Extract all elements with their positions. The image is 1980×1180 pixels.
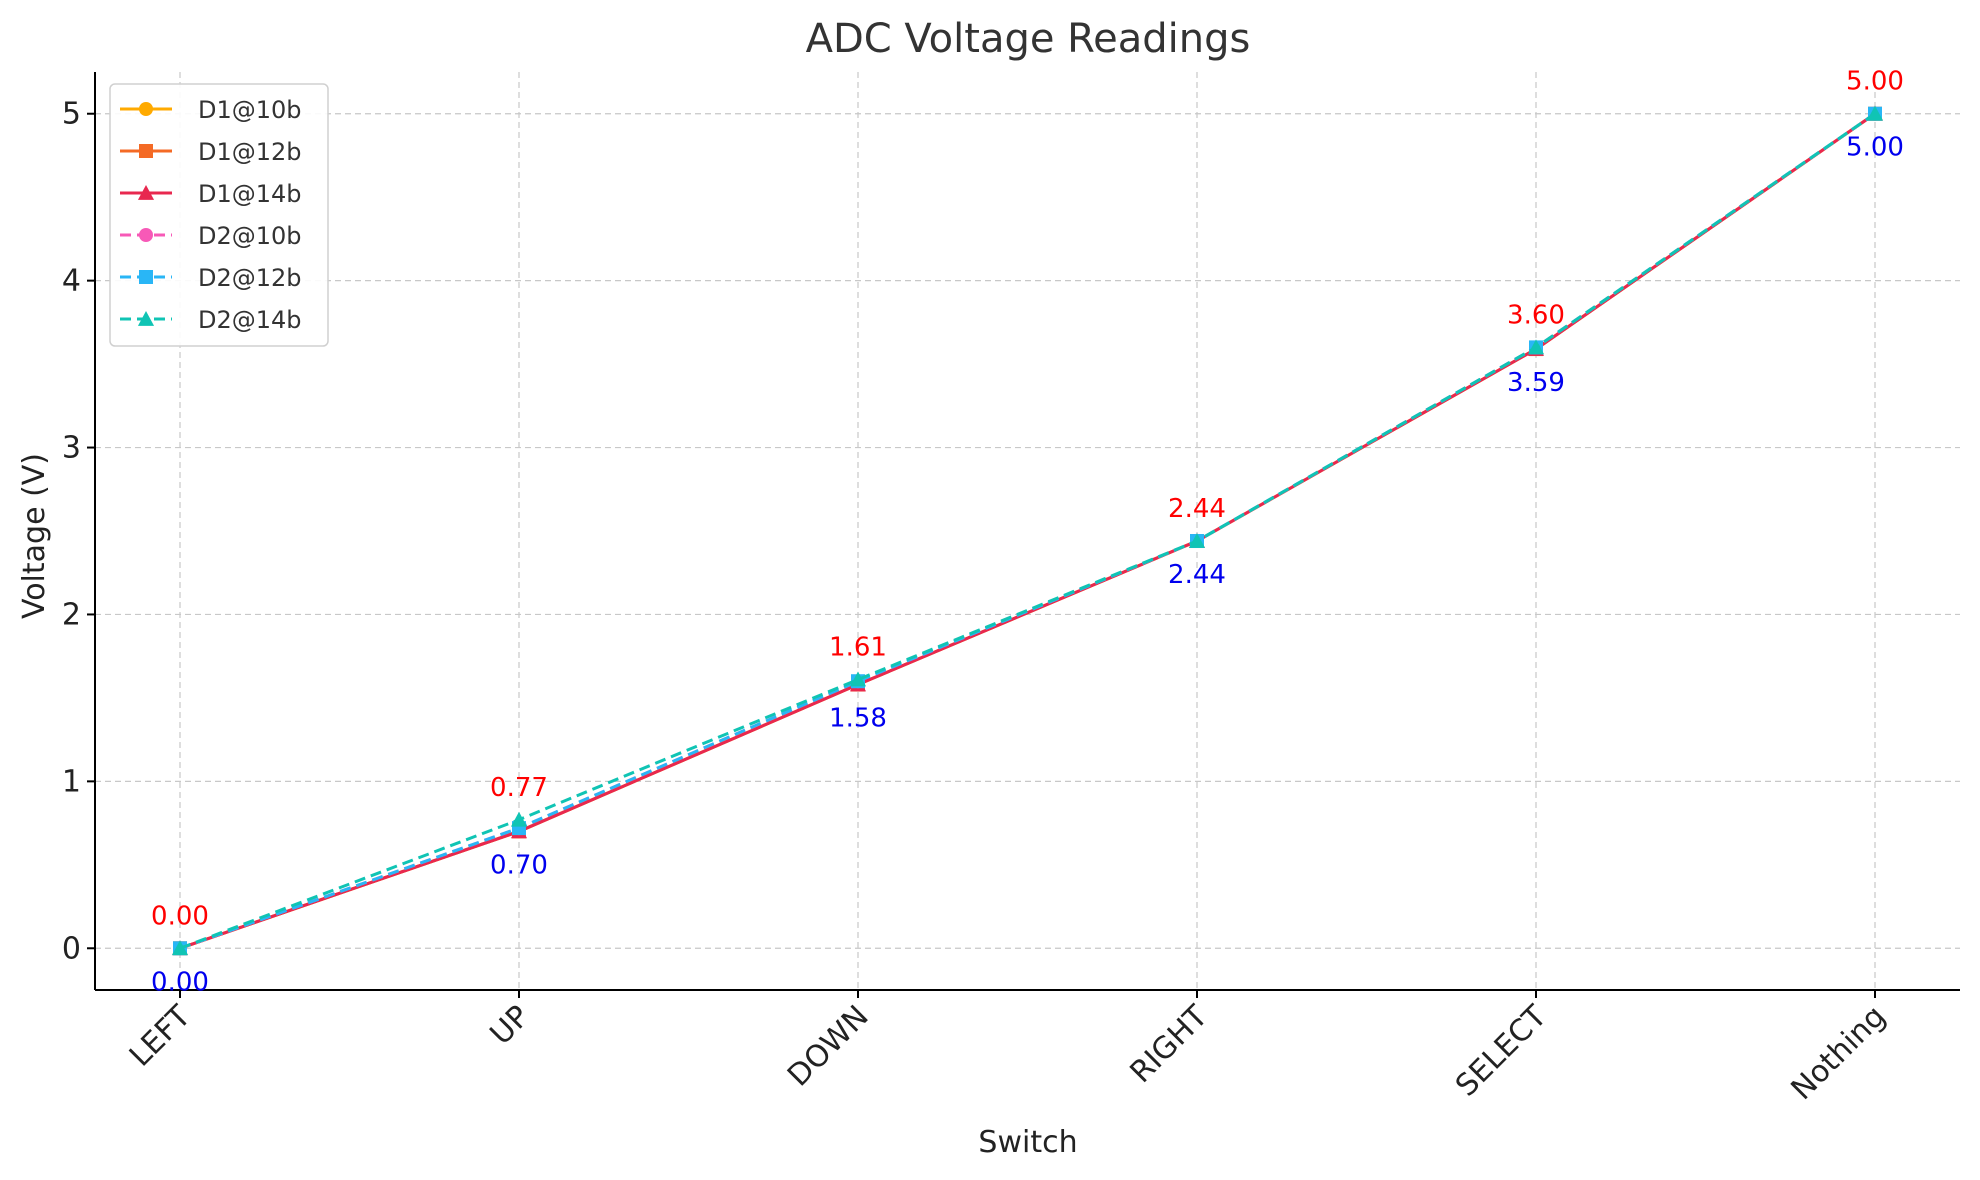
data-label-upper: 0.77: [490, 773, 548, 803]
legend-marker: [137, 310, 155, 326]
x-tick-label: SELECT: [1449, 998, 1554, 1103]
series-line: [179, 112, 1876, 950]
data-point: [510, 811, 528, 827]
x-axis-label: Switch: [978, 1125, 1077, 1160]
series-line: [179, 112, 1876, 950]
legend-label: D1@12b: [198, 138, 302, 166]
data-point: [849, 671, 867, 687]
series-line: [179, 112, 1876, 950]
legend-marker: [139, 228, 153, 242]
y-axis-ticks: 0 1 2 3 4 5: [62, 97, 95, 966]
data-label-lower: 2.44: [1168, 560, 1226, 590]
data-label-lower: 1.58: [829, 704, 887, 734]
y-axis-label: Voltage (V): [17, 453, 52, 619]
data-label-upper: 1.61: [829, 633, 887, 663]
grid-lines: [95, 72, 1960, 990]
y-tick-label: 5: [62, 97, 81, 132]
data-label-lower: 0.70: [490, 850, 548, 880]
legend-label: D1@10b: [198, 96, 302, 124]
data-label-upper: 2.44: [1168, 494, 1226, 524]
series-d2-12b: [173, 106, 1882, 956]
series-line: [179, 112, 1876, 950]
data-point: [171, 940, 189, 956]
legend-label: D1@14b: [198, 180, 302, 208]
legend-marker: [139, 144, 153, 158]
data-label-lower: 3.59: [1507, 368, 1565, 398]
legend-label: D2@12b: [198, 264, 302, 292]
x-tick-label: DOWN: [781, 999, 876, 1094]
y-tick-label: 3: [62, 431, 81, 466]
data-label-lower: 5.00: [1846, 133, 1904, 163]
legend-marker: [137, 184, 155, 200]
legend-label: D2@10b: [198, 222, 302, 250]
data-point: [1527, 339, 1545, 355]
y-tick-label: 2: [62, 597, 81, 632]
y-tick-label: 4: [62, 264, 81, 299]
data-label-upper: 3.60: [1507, 300, 1565, 330]
series-d2-10b: [173, 106, 1882, 956]
data-labels: 0.00 0.77 1.61 2.44 3.60 5.00 0.00 0.70 1.58 2.44…: [151, 67, 1904, 998]
axes: [94, 72, 1960, 991]
x-tick-label: Nothing: [1784, 999, 1892, 1107]
data-label-upper: 0.00: [151, 901, 209, 931]
legend-label: D2@14b: [198, 306, 302, 334]
series-d1-14b: [171, 105, 1884, 956]
x-axis-ticks: LEFT UP DOWN RIGHT SELECT Nothing: [123, 990, 1893, 1107]
data-point: [1188, 532, 1206, 548]
y-tick-label: 1: [62, 764, 81, 799]
data-point: [1866, 105, 1884, 121]
legend: D1@10b D1@12b D1@14b D2@10b D2@12b D2@14b: [109, 83, 329, 347]
series-d1-10b: [173, 106, 1882, 956]
chart-title: ADC Voltage Readings: [806, 16, 1251, 62]
series-d1-12b: [173, 106, 1882, 956]
legend-marker: [139, 102, 153, 116]
legend-marker: [139, 270, 153, 284]
series-lines: [171, 105, 1884, 956]
series-line: [179, 112, 1876, 950]
data-label-upper: 5.00: [1846, 67, 1904, 97]
series-d2-14b: [171, 105, 1884, 956]
x-tick-label: LEFT: [123, 998, 198, 1073]
data-label-lower: 0.00: [151, 967, 209, 997]
x-tick-label: RIGHT: [1124, 998, 1216, 1090]
y-tick-label: 0: [62, 931, 81, 966]
series-line: [179, 112, 1876, 950]
x-tick-label: UP: [484, 999, 537, 1052]
